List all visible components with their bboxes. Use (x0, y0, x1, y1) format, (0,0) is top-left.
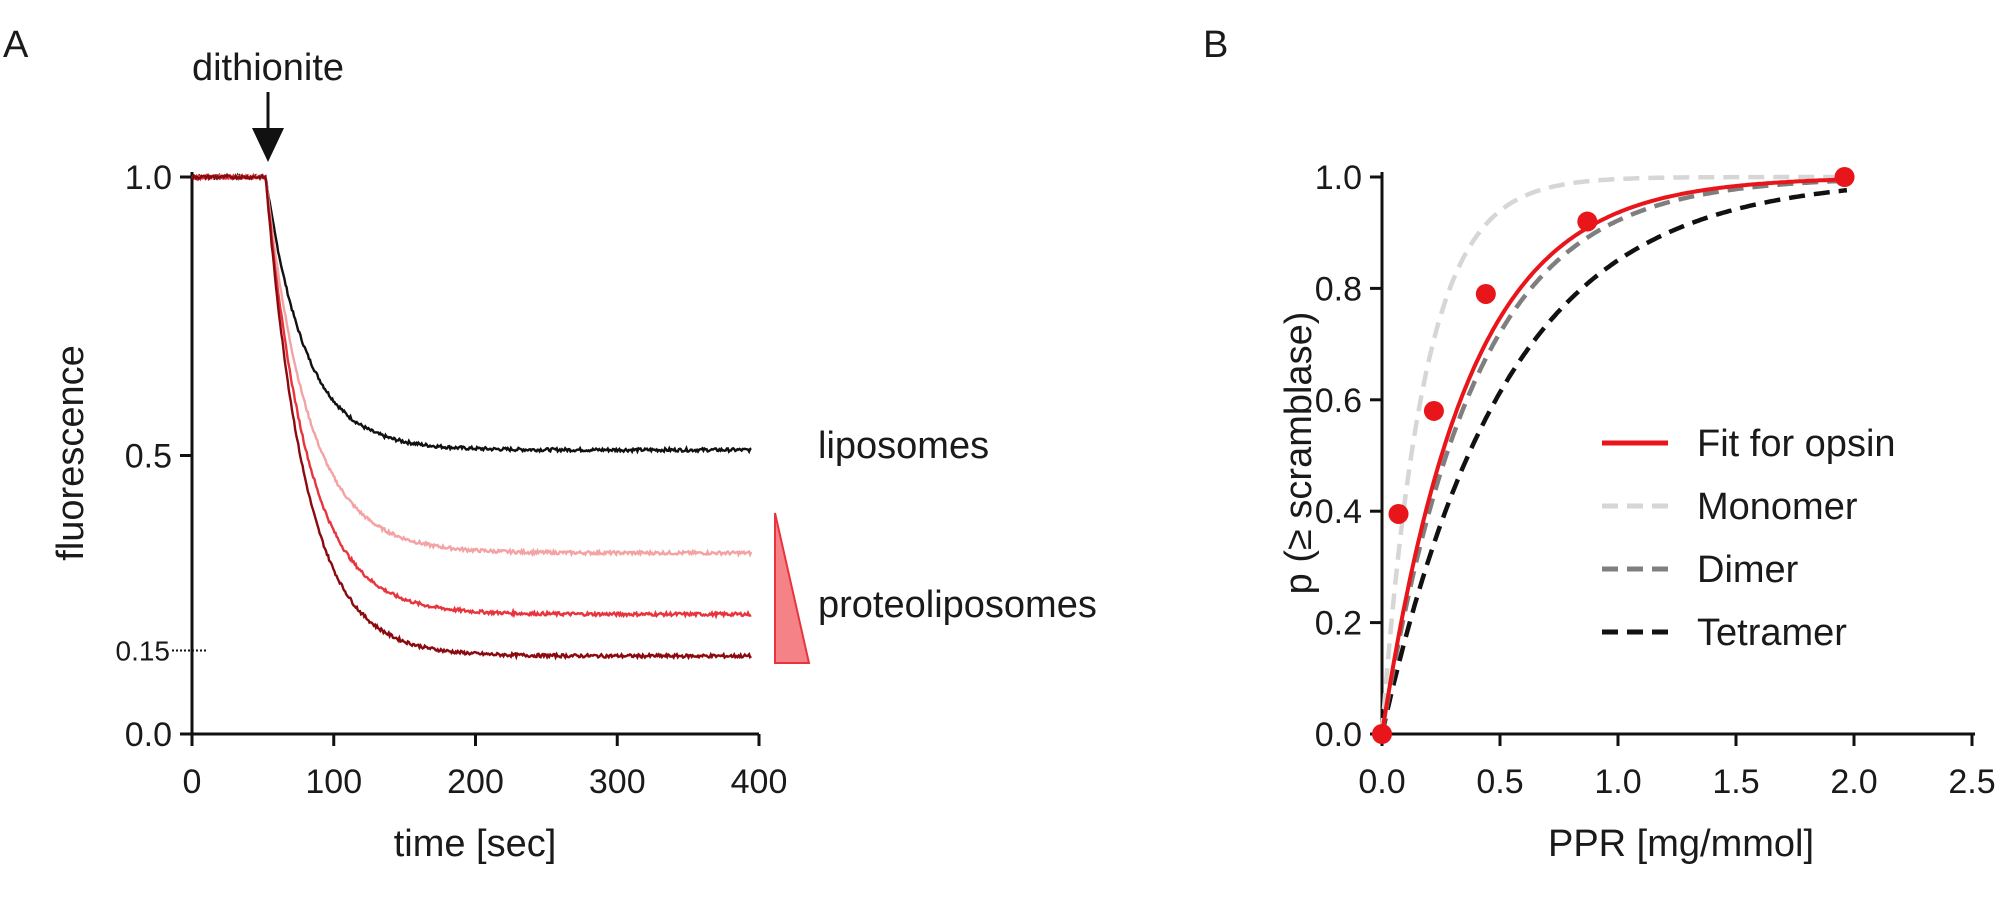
x-tick-label: 200 (447, 763, 504, 801)
panel-b-letter: B (1203, 24, 1228, 66)
dithionite-arrow-icon (252, 128, 284, 162)
proteoliposomes-label: proteoliposomes (818, 584, 1097, 626)
panel-a-letter: A (3, 24, 29, 66)
legend-label: Tetramer (1697, 612, 1847, 654)
series-line (191, 172, 752, 620)
x-tick-label: 1.0 (1594, 763, 1641, 801)
panel-a-y-title: fluorescence (50, 345, 92, 560)
legend-label: Fit for opsin (1697, 423, 1896, 465)
y-tick-label: 0.6 (1315, 382, 1362, 420)
data-point (1388, 503, 1409, 524)
panel-b-curves (1379, 174, 1848, 735)
panel-b: B 0.0 0.5 1.0 1.5 2.0 2.5 0.0 0.2 0.4 0.6 0.8 1.0 P… (1203, 24, 1996, 865)
panel-a-ticks: 0 100 200 300 400 0.0 0.5 1.0 0.15 (116, 159, 788, 801)
x-tick-label: 300 (589, 763, 646, 801)
y-tick-label: 0.2 (1315, 605, 1362, 643)
series-line (191, 173, 753, 558)
x-tick-label: 2.5 (1948, 763, 1995, 801)
legend-label: Dimer (1697, 549, 1799, 591)
panel-b-points (1372, 167, 1855, 744)
dithionite-label: dithionite (192, 47, 344, 89)
panel-b-y-title: p (≥ scramblase) (1278, 312, 1320, 595)
panel-b-x-title: PPR [mg/mmol] (1548, 823, 1814, 865)
x-tick-label: 400 (731, 763, 788, 801)
x-tick-label: 100 (305, 763, 362, 801)
data-point (1372, 724, 1392, 744)
liposomes-label: liposomes (818, 425, 989, 467)
panel-a-x-title: time [sec] (394, 823, 557, 865)
y-tick-label: 0.0 (1315, 716, 1362, 754)
x-tick-label: 1.5 (1712, 763, 1759, 801)
panel-a-series (190, 172, 753, 661)
curve-line (1379, 174, 1847, 735)
y-tick-label-small: 0.15 (116, 635, 171, 666)
data-point (1475, 283, 1496, 304)
curve-line (1380, 177, 1847, 735)
x-tick-label: 0.0 (1358, 763, 1405, 801)
y-tick-label: 0.0 (125, 716, 172, 754)
y-tick-label: 0.4 (1315, 493, 1362, 531)
concentration-wedge-icon (774, 512, 811, 664)
x-tick-label: 2.0 (1830, 763, 1877, 801)
data-point (1577, 211, 1598, 232)
legend-label: Monomer (1697, 486, 1858, 528)
x-tick-label: 0.5 (1476, 763, 1523, 801)
y-tick-label: 1.0 (1315, 159, 1362, 197)
data-point (1423, 400, 1444, 421)
y-tick-label: 0.8 (1315, 270, 1362, 308)
series-line (191, 172, 752, 455)
curve-line (1379, 187, 1848, 735)
panel-b-legend: Fit for opsin Monomer Dimer Tetramer (1602, 423, 1896, 654)
curve-line (1379, 178, 1847, 735)
y-tick-label: 1.0 (125, 159, 172, 197)
series-line (190, 172, 752, 661)
panel-b-ticks: 0.0 0.5 1.0 1.5 2.0 2.5 0.0 0.2 0.4 0.6 0.8 1.0 (1315, 159, 1996, 801)
x-tick-label: 0 (183, 763, 202, 801)
data-point (1834, 167, 1855, 187)
y-tick-label: 0.5 (125, 438, 172, 476)
